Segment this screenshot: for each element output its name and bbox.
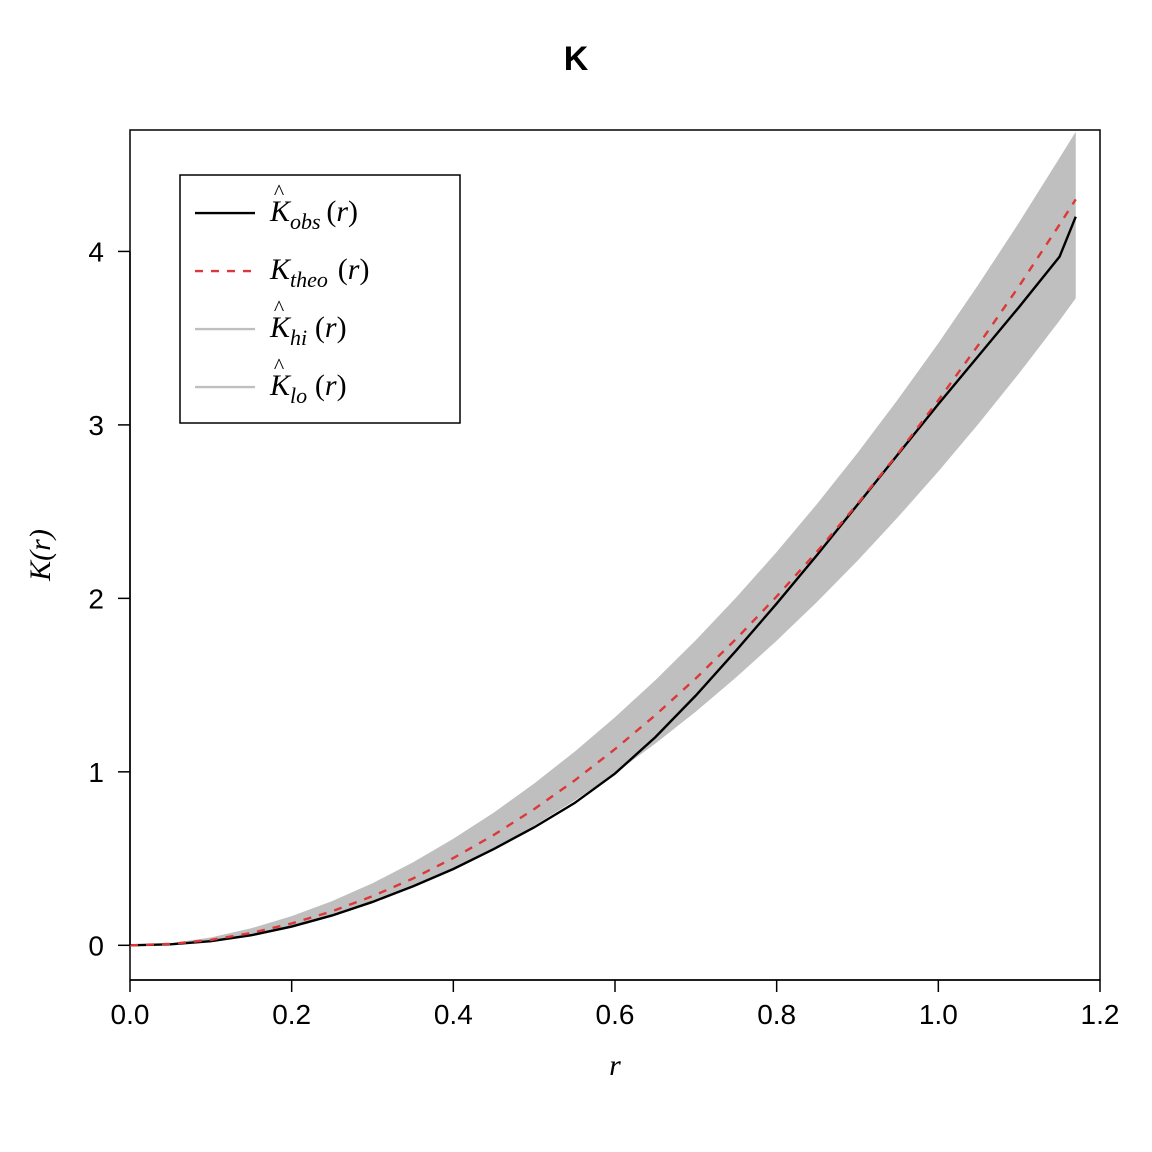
svg-text:^: ^ [274,295,285,320]
svg-text:lo: lo [290,383,307,408]
y-axis: 0 1 2 3 4 [88,236,130,961]
svg-text:(r): (r) [315,369,347,402]
svg-text:K: K [269,253,292,286]
y-axis-label: K(r) [24,529,57,582]
y-tick-label: 4 [88,236,104,267]
svg-text:obs: obs [290,209,321,234]
x-tick-label: 0.6 [596,999,635,1030]
svg-text:(r): (r) [338,253,370,286]
x-tick-label: 0.2 [272,999,311,1030]
chart-title: K [564,40,589,78]
x-tick-label: 0.0 [111,999,150,1030]
x-tick-label: 0.4 [434,999,473,1030]
x-axis: 0.0 0.2 0.4 0.6 0.8 1.0 1.2 [111,980,1120,1030]
y-tick-label: 3 [88,410,104,441]
svg-text:^: ^ [274,179,285,204]
svg-text:K(r): K(r) [24,529,57,582]
svg-text:(r): (r) [326,195,358,228]
svg-text:theo: theo [290,267,328,292]
x-axis-label: r [609,1049,621,1082]
x-tick-label: 1.2 [1081,999,1120,1030]
y-tick-label: 0 [88,930,104,961]
svg-text:(r): (r) [315,311,347,344]
x-tick-label: 1.0 [919,999,958,1030]
k-function-chart: K 0.00.20.40.60.81.01.2 01234 r K(r) K^o… [0,0,1152,1152]
legend: K^obs(r)Ktheo(r)K^hi(r)K^lo(r) [180,175,460,423]
svg-text:hi: hi [290,325,307,350]
y-tick-label: 2 [88,583,104,614]
y-tick-label: 1 [88,757,104,788]
x-tick-label: 0.8 [757,999,796,1030]
svg-text:^: ^ [274,353,285,378]
